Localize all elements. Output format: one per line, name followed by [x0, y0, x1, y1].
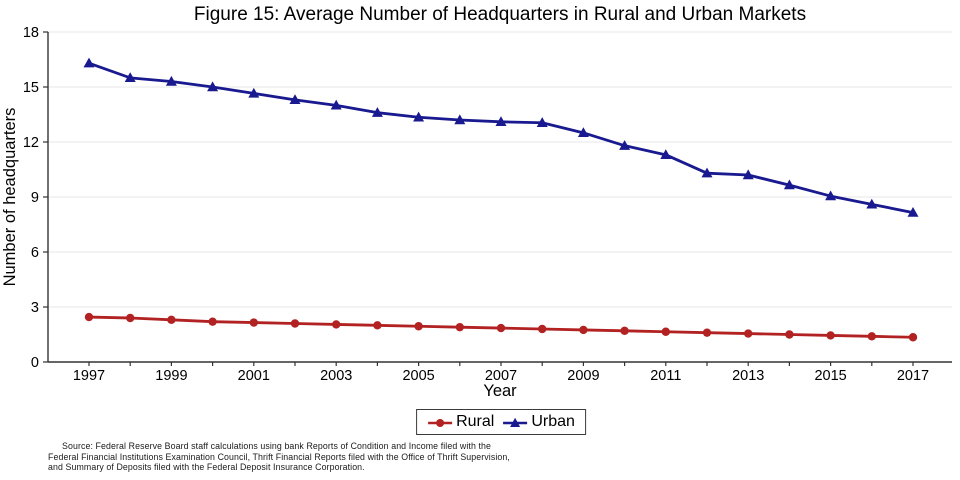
legend: Rural Urban	[416, 409, 586, 435]
data-marker-urban-2009	[577, 127, 589, 138]
data-marker-rural-2008	[538, 324, 547, 334]
x-axis-title: Year	[483, 382, 517, 400]
x-tick-label-2001: 2001	[238, 368, 270, 384]
data-marker-urban-2005	[413, 111, 425, 122]
data-marker-rural-2000	[208, 317, 217, 326]
data-marker-urban-2008	[536, 117, 548, 127]
y-tick-label-6: 6	[31, 245, 39, 261]
data-marker-rural-2007	[496, 323, 506, 333]
data-marker-urban-2010	[619, 140, 631, 150]
y-tick-label-12: 12	[23, 135, 39, 151]
data-marker-urban-2002	[289, 94, 301, 105]
data-marker-urban-2006	[454, 114, 466, 125]
x-tick-label-2011: 2011	[650, 368, 681, 384]
data-marker-rural-2016	[867, 332, 876, 341]
source-note: Source: Federal Reserve Board staff calc…	[48, 441, 613, 473]
data-marker-rural-2010	[620, 326, 629, 336]
chart-title: Figure 15: Average Number of Headquarter…	[193, 4, 807, 25]
legend-triangle-marker-icon	[503, 417, 528, 427]
data-marker-rural-2012	[702, 328, 712, 337]
data-marker-urban-2013	[742, 169, 754, 180]
data-marker-rural-2009	[579, 325, 588, 335]
data-marker-rural-2017	[908, 333, 918, 342]
y-tick-label-18: 18	[23, 25, 39, 41]
data-marker-rural-2015	[826, 331, 835, 340]
x-tick-label-2015: 2015	[814, 368, 846, 384]
legend-marker-shape	[510, 417, 521, 427]
data-marker-rural-2013	[744, 329, 753, 338]
legend-marker-shape	[436, 418, 445, 427]
y-axis-title: Number of headquarters	[1, 108, 19, 287]
data-marker-urban-2011	[660, 149, 672, 160]
data-marker-rural-1999	[167, 315, 176, 325]
data-marker-urban-2003	[330, 99, 342, 110]
data-marker-urban-2004	[371, 107, 383, 117]
data-marker-urban-2007	[495, 116, 507, 127]
data-marker-rural-2005	[414, 322, 423, 331]
data-marker-rural-2004	[373, 321, 382, 330]
data-marker-urban-2014	[783, 179, 795, 190]
data-marker-urban-2017	[907, 206, 919, 217]
data-marker-rural-2014	[785, 330, 794, 339]
data-marker-rural-2006	[455, 322, 464, 332]
x-tick-label-2013: 2013	[732, 368, 764, 384]
x-tick-label-2005: 2005	[402, 368, 434, 384]
y-tick-label-3: 3	[31, 300, 39, 316]
source-line: Federal Financial Institutions Examinati…	[48, 451, 510, 462]
data-marker-urban-2001	[248, 87, 260, 98]
source-line: Source: Federal Reserve Board staff calc…	[62, 441, 492, 451]
data-marker-rural-2002	[290, 319, 300, 328]
x-tick-label-2017: 2017	[897, 368, 929, 384]
data-marker-urban-2016	[866, 198, 878, 209]
legend-circle-marker-icon	[428, 418, 453, 427]
data-marker-rural-2011	[661, 327, 670, 336]
data-marker-rural-2003	[332, 320, 341, 329]
legend-label-rural: Rural	[456, 413, 495, 430]
x-tick-label-2009: 2009	[567, 368, 599, 384]
plot-area: 0 3 6 9 12 15 18 1997 1999 2001 2003 2005 2007 2009 20…	[1, 25, 952, 400]
source-line: and Summary of Deposits filed with the F…	[48, 462, 365, 472]
data-marker-urban-1998	[124, 72, 136, 83]
data-marker-rural-1997	[84, 312, 94, 322]
data-marker-urban-1997	[83, 57, 95, 68]
data-marker-rural-1998	[126, 313, 135, 323]
data-marker-rural-2001	[249, 318, 258, 327]
y-tick-label-0: 0	[31, 355, 39, 371]
legend-item-rural: Rural	[427, 413, 494, 431]
x-tick-label-1999: 1999	[155, 368, 187, 384]
x-tick-label-1997: 1997	[73, 368, 105, 384]
y-tick-label-15: 15	[23, 80, 39, 96]
legend-label-urban: Urban	[531, 413, 575, 430]
data-marker-urban-1999	[165, 75, 177, 86]
data-marker-urban-2012	[701, 167, 713, 178]
legend-item-urban: Urban	[502, 413, 575, 431]
x-tick-label-2007: 2007	[485, 368, 517, 384]
x-tick-label-2003: 2003	[320, 368, 352, 384]
y-tick-label-9: 9	[31, 190, 39, 206]
data-marker-urban-2015	[825, 190, 837, 201]
data-marker-urban-2000	[207, 81, 219, 92]
